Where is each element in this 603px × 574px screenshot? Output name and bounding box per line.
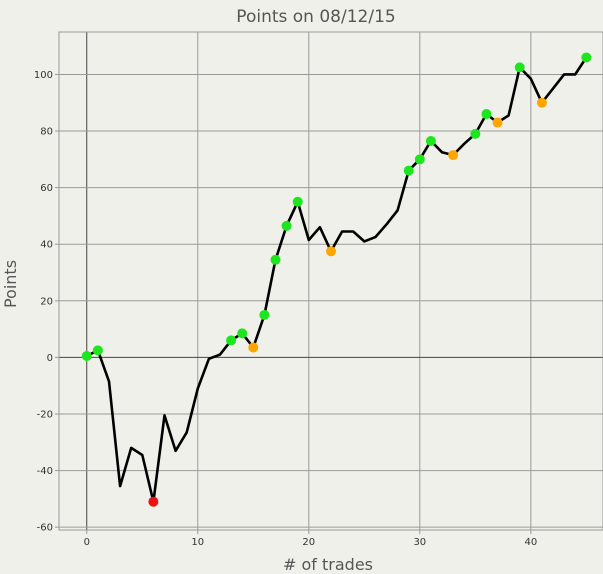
- trade-marker: [536, 97, 547, 108]
- trade-marker: [403, 165, 414, 176]
- x-tick-label: 10: [191, 537, 204, 548]
- x-tick-label: 40: [524, 537, 537, 548]
- trade-marker: [92, 345, 103, 356]
- points-line: [86, 56, 588, 503]
- x-tick-label: 30: [413, 537, 426, 548]
- y-tick-label: 40: [40, 240, 53, 251]
- trade-marker: [270, 254, 281, 265]
- trade-marker: [226, 335, 237, 346]
- y-tick-label: 100: [34, 70, 53, 81]
- trade-marker: [448, 150, 459, 161]
- y-tick-label: 0: [47, 353, 53, 364]
- trade-marker: [292, 196, 303, 207]
- y-tick-label: 80: [40, 127, 53, 138]
- trade-marker: [281, 220, 292, 231]
- y-axis-ticks: -60 -40 -20 0 20 40 60 80 100: [34, 70, 59, 534]
- trade-marker: [248, 342, 259, 353]
- y-tick-label: 20: [40, 296, 53, 307]
- trade-marker: [492, 117, 503, 128]
- trade-markers: [81, 52, 592, 507]
- trade-marker: [81, 350, 92, 361]
- trade-marker: [259, 309, 270, 320]
- trade-marker: [148, 496, 159, 507]
- y-tick-label: -20: [37, 409, 53, 420]
- trade-marker: [514, 62, 525, 73]
- chart-title: Points on 08/12/15: [236, 7, 395, 27]
- grid: [59, 32, 603, 530]
- trade-marker: [237, 328, 248, 339]
- x-tick-label: 20: [302, 537, 315, 548]
- y-tick-label: -40: [37, 466, 53, 477]
- x-axis-label: # of trades: [283, 555, 373, 574]
- trade-marker: [470, 128, 481, 139]
- trade-marker: [414, 154, 425, 165]
- trade-marker: [326, 246, 336, 257]
- x-axis-ticks: 0 10 20 30 40: [84, 530, 537, 548]
- trade-marker: [581, 52, 592, 63]
- y-tick-label: -60: [37, 523, 53, 534]
- trade-marker: [425, 135, 436, 146]
- trade-marker: [481, 109, 492, 120]
- x-tick-label: 0: [84, 537, 90, 548]
- plot-frame: [58, 31, 603, 531]
- y-tick-label: 60: [40, 183, 53, 194]
- y-axis-label: Points: [1, 260, 20, 308]
